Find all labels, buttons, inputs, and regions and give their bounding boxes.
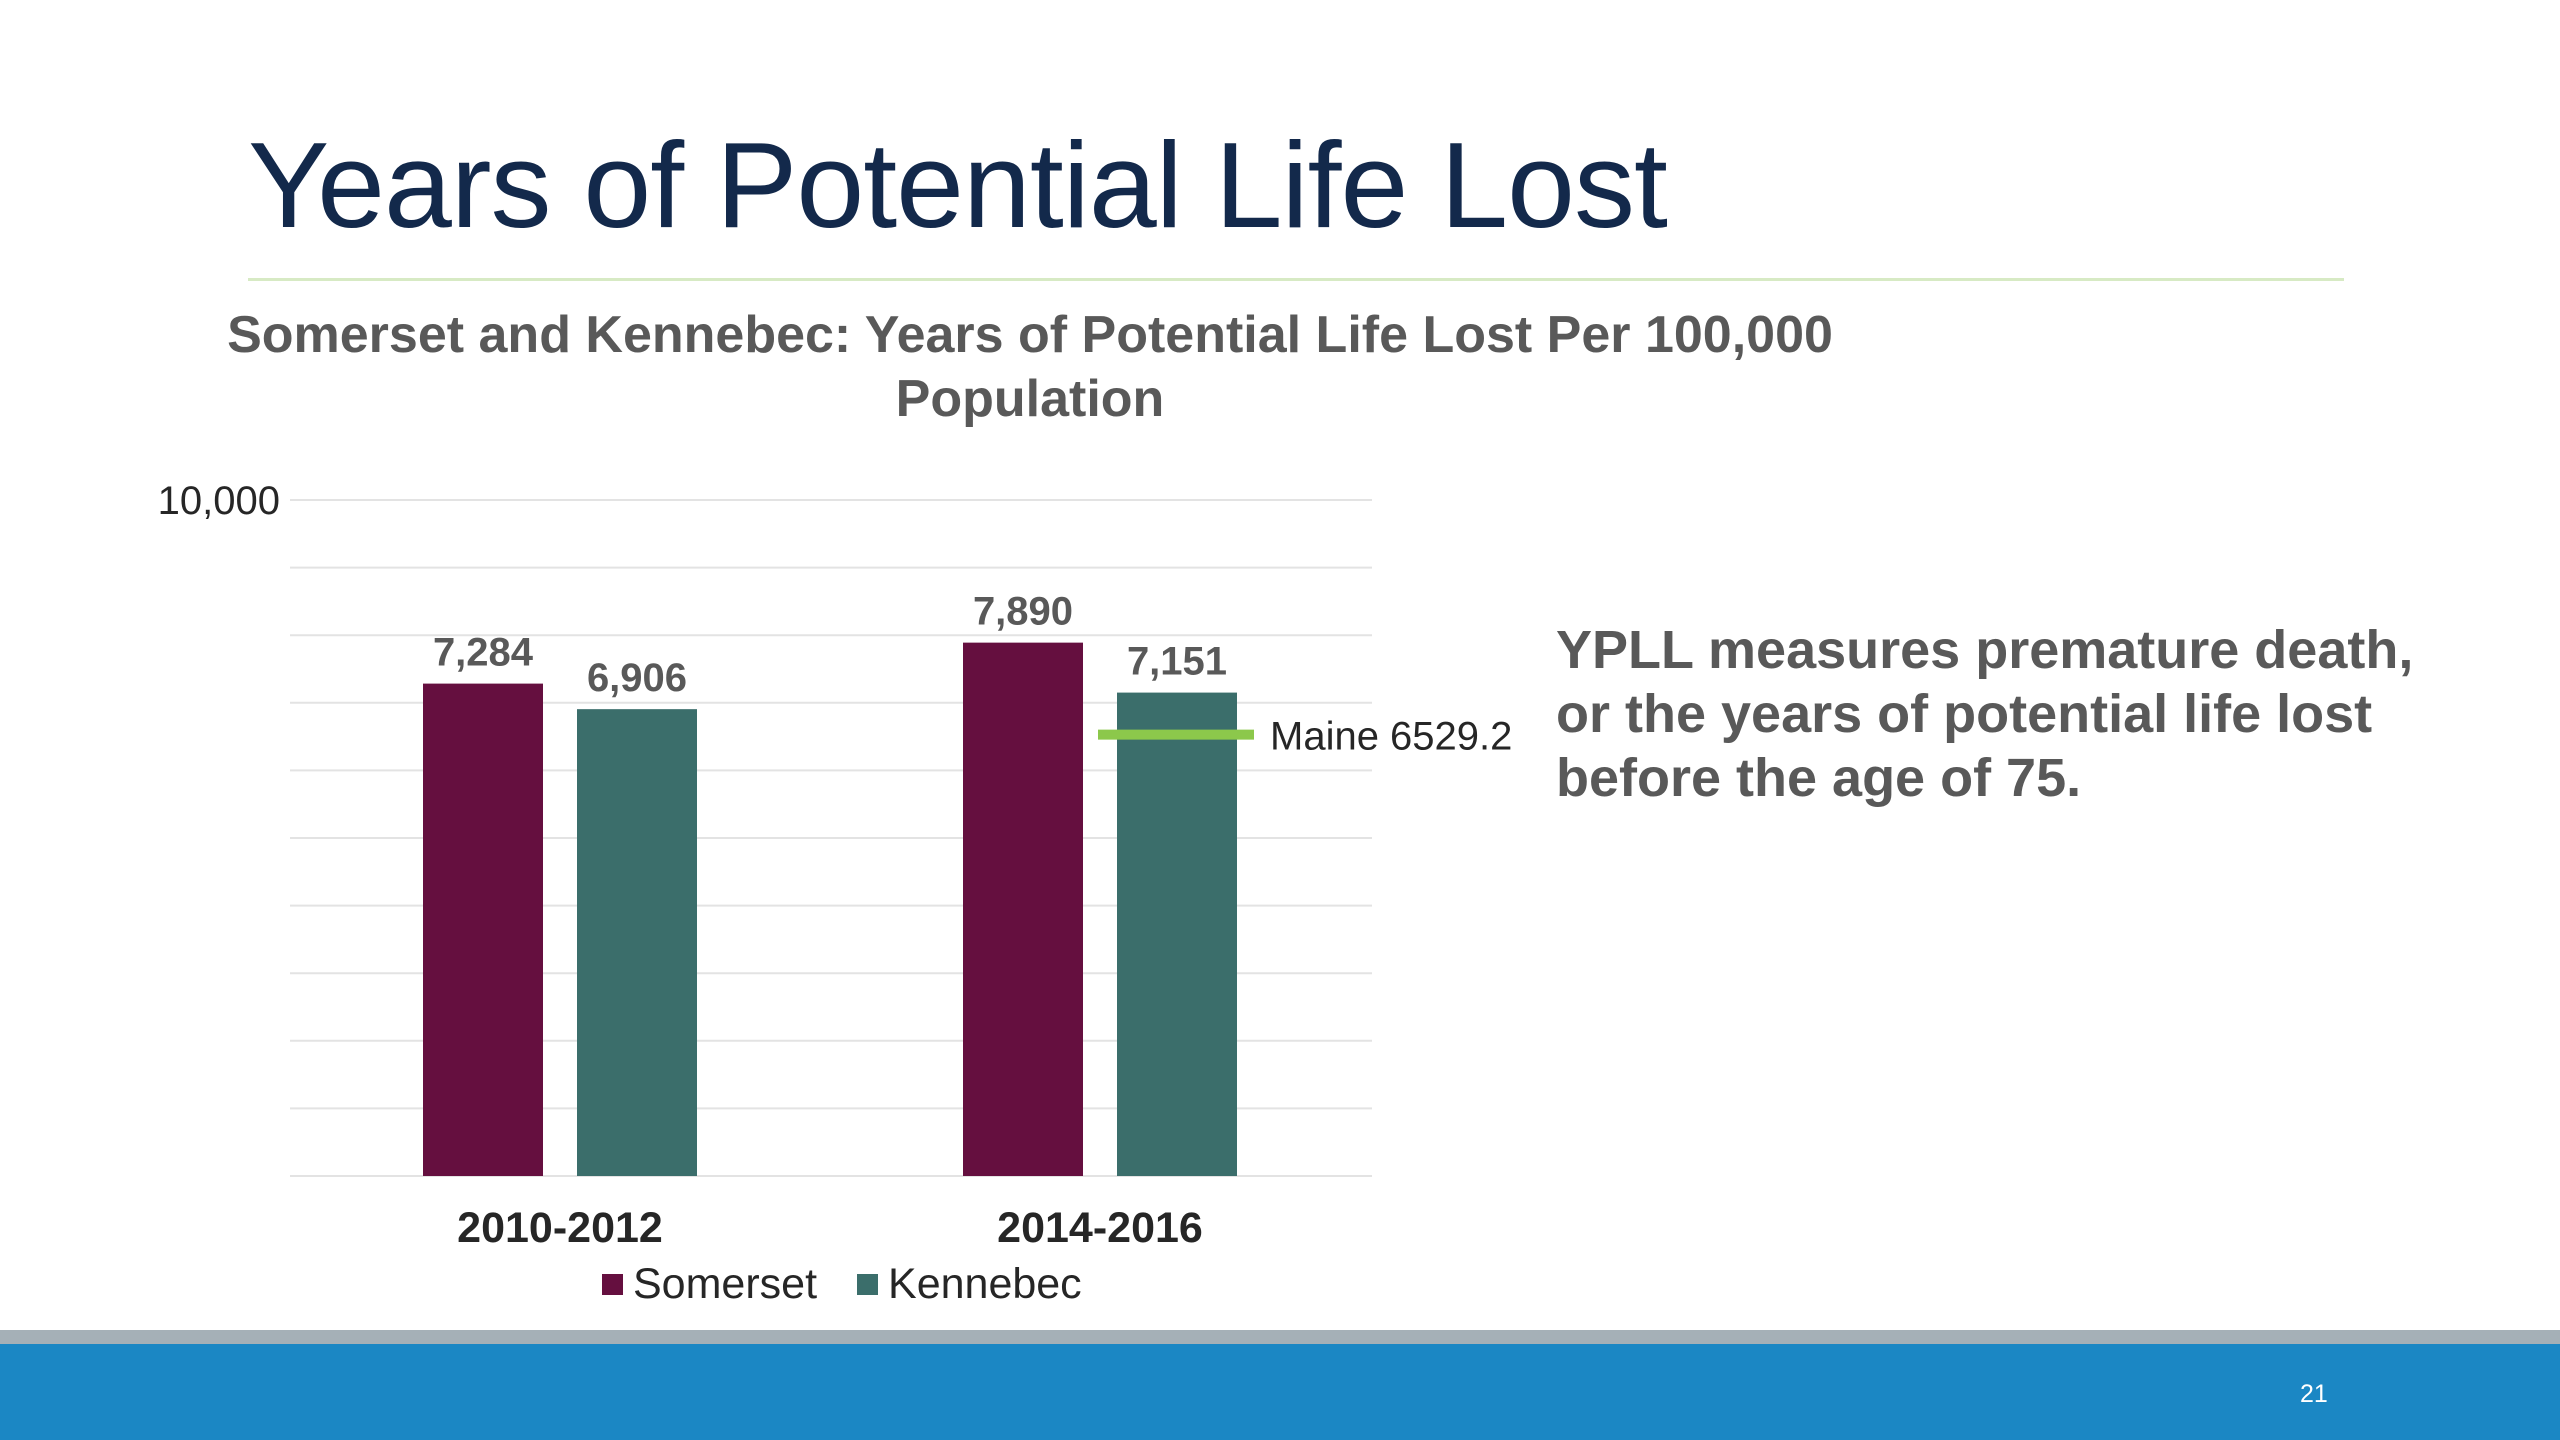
chart-axis-labels: 10,000 2010-2012 2014-2016 <box>158 479 1203 1252</box>
y-tick-label: 10,000 <box>158 479 280 523</box>
bar-somerset-2010-2012 <box>423 683 543 1176</box>
category-label-2010-2012: 2010-2012 <box>457 1204 663 1252</box>
legend-item-somerset: Somerset <box>602 1260 817 1309</box>
data-label-somerset-2010-2012: 7,284 <box>433 631 534 675</box>
data-label-kennebec-2014-2016: 7,151 <box>1127 640 1227 684</box>
chart-title: Somerset and Kennebec: Years of Potentia… <box>227 306 1833 428</box>
bar-kennebec-2010-2012 <box>577 709 697 1176</box>
title-divider <box>248 278 2344 281</box>
category-label-2014-2016: 2014-2016 <box>997 1204 1203 1252</box>
bar-kennebec-2014-2016 <box>1117 692 1237 1176</box>
data-label-somerset-2014-2016: 7,890 <box>973 590 1073 634</box>
page-number: 21 <box>2300 1380 2328 1408</box>
ypll-definition-note: YPLL measures premature death, or the ye… <box>1556 620 2414 808</box>
bar-somerset-2014-2016 <box>963 642 1083 1176</box>
legend-label-somerset: Somerset <box>633 1260 818 1308</box>
legend-item-kennebec: Kennebec <box>857 1260 1082 1309</box>
chart-legend: Somerset Kennebec <box>602 1260 1122 1309</box>
chart-bars <box>423 642 1237 1176</box>
maine-reference-label: Maine 6529.2 <box>1270 715 1512 759</box>
data-label-kennebec-2010-2012: 6,906 <box>587 656 687 700</box>
footer-bar <box>0 1344 2560 1440</box>
slide-title: Years of Potential Life Lost <box>248 117 1668 253</box>
footer-divider <box>0 1330 2560 1344</box>
chart-data-labels: 7,284 6,906 7,890 7,151 <box>433 590 1227 701</box>
legend-swatch-somerset <box>602 1274 623 1295</box>
legend-swatch-kennebec <box>857 1274 879 1295</box>
legend-label-kennebec: Kennebec <box>888 1260 1082 1308</box>
chart-reference-line: Maine 6529.2 <box>1098 715 1512 759</box>
